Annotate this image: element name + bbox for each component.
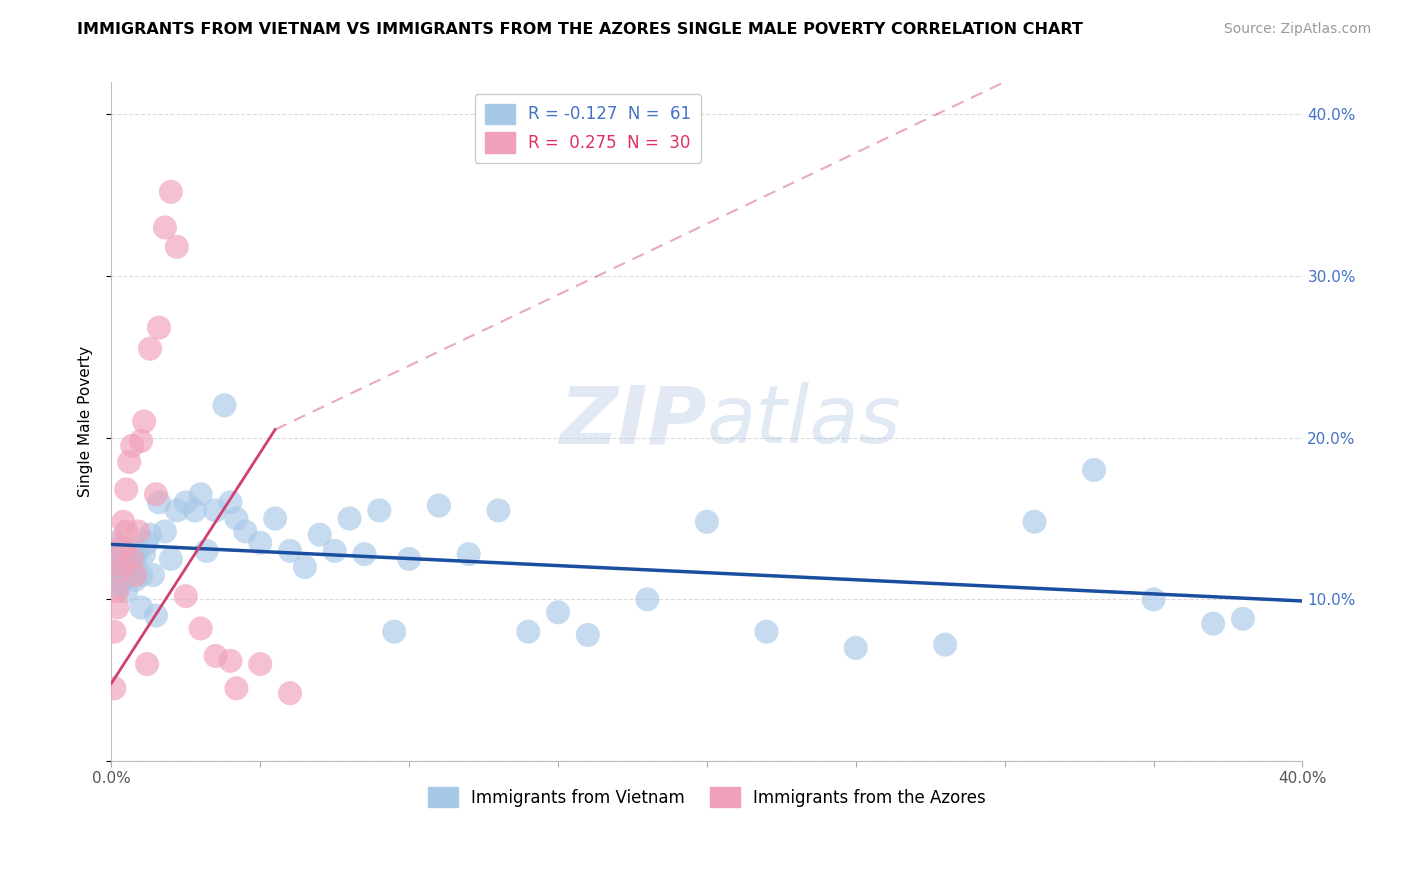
Point bbox=[190, 487, 212, 501]
Point bbox=[264, 511, 287, 525]
Point bbox=[166, 503, 188, 517]
Point bbox=[129, 434, 152, 448]
Point bbox=[115, 483, 138, 497]
Point bbox=[110, 541, 132, 555]
Point bbox=[183, 503, 205, 517]
Legend: Immigrants from Vietnam, Immigrants from the Azores: Immigrants from Vietnam, Immigrants from… bbox=[422, 780, 993, 814]
Point bbox=[488, 503, 510, 517]
Point bbox=[195, 544, 218, 558]
Point bbox=[139, 342, 162, 356]
Point bbox=[204, 503, 226, 517]
Point bbox=[121, 552, 143, 566]
Text: atlas: atlas bbox=[707, 383, 901, 460]
Point bbox=[112, 544, 135, 558]
Point bbox=[204, 648, 226, 663]
Point bbox=[103, 547, 125, 561]
Point bbox=[294, 560, 316, 574]
Point bbox=[118, 455, 141, 469]
Point bbox=[174, 495, 197, 509]
Point bbox=[934, 638, 956, 652]
Point bbox=[148, 320, 170, 334]
Y-axis label: Single Male Poverty: Single Male Poverty bbox=[79, 346, 93, 497]
Point bbox=[547, 605, 569, 619]
Point bbox=[145, 608, 167, 623]
Point bbox=[118, 568, 141, 582]
Point bbox=[153, 220, 176, 235]
Point bbox=[353, 547, 375, 561]
Point bbox=[368, 503, 391, 517]
Point bbox=[160, 552, 183, 566]
Point bbox=[845, 640, 868, 655]
Point bbox=[127, 524, 149, 539]
Point bbox=[457, 547, 479, 561]
Text: IMMIGRANTS FROM VIETNAM VS IMMIGRANTS FROM THE AZORES SINGLE MALE POVERTY CORREL: IMMIGRANTS FROM VIETNAM VS IMMIGRANTS FR… bbox=[77, 22, 1083, 37]
Point bbox=[174, 589, 197, 603]
Point bbox=[132, 415, 155, 429]
Point bbox=[755, 624, 778, 639]
Point bbox=[323, 544, 346, 558]
Point bbox=[382, 624, 405, 639]
Point bbox=[427, 499, 450, 513]
Point bbox=[112, 515, 135, 529]
Point bbox=[233, 524, 256, 539]
Point bbox=[339, 511, 361, 525]
Point bbox=[219, 495, 242, 509]
Point bbox=[124, 552, 146, 566]
Point bbox=[110, 576, 132, 591]
Point bbox=[124, 568, 146, 582]
Point bbox=[278, 544, 301, 558]
Point bbox=[105, 600, 128, 615]
Point bbox=[112, 568, 135, 582]
Point bbox=[576, 628, 599, 642]
Point bbox=[160, 185, 183, 199]
Point bbox=[129, 568, 152, 582]
Point bbox=[115, 524, 138, 539]
Point bbox=[219, 654, 242, 668]
Point bbox=[166, 240, 188, 254]
Point bbox=[225, 511, 247, 525]
Text: Source: ZipAtlas.com: Source: ZipAtlas.com bbox=[1223, 22, 1371, 37]
Point bbox=[517, 624, 540, 639]
Point bbox=[110, 563, 132, 577]
Point bbox=[115, 560, 138, 574]
Point bbox=[225, 681, 247, 696]
Point bbox=[249, 535, 271, 549]
Point bbox=[1083, 463, 1105, 477]
Point bbox=[278, 686, 301, 700]
Point bbox=[136, 657, 159, 671]
Point bbox=[132, 547, 155, 561]
Point bbox=[103, 547, 125, 561]
Point bbox=[121, 439, 143, 453]
Point bbox=[696, 515, 718, 529]
Point bbox=[103, 547, 125, 561]
Point bbox=[136, 535, 159, 549]
Point bbox=[139, 527, 162, 541]
Point bbox=[249, 657, 271, 671]
Text: ZIP: ZIP bbox=[560, 383, 707, 460]
Point bbox=[148, 495, 170, 509]
Point bbox=[103, 624, 125, 639]
Point bbox=[115, 584, 138, 599]
Point bbox=[636, 592, 658, 607]
Point bbox=[129, 600, 152, 615]
Point bbox=[105, 579, 128, 593]
Point bbox=[105, 568, 128, 582]
Point bbox=[124, 573, 146, 587]
Point bbox=[110, 552, 132, 566]
Point bbox=[398, 552, 420, 566]
Point bbox=[105, 584, 128, 599]
Point bbox=[214, 398, 236, 412]
Point bbox=[103, 681, 125, 696]
Point bbox=[1202, 616, 1225, 631]
Point bbox=[153, 524, 176, 539]
Point bbox=[121, 563, 143, 577]
Point bbox=[1232, 612, 1254, 626]
Point bbox=[145, 487, 167, 501]
Point bbox=[127, 544, 149, 558]
Point bbox=[1024, 515, 1046, 529]
Point bbox=[308, 527, 330, 541]
Point bbox=[190, 622, 212, 636]
Point bbox=[1142, 592, 1164, 607]
Point bbox=[142, 568, 165, 582]
